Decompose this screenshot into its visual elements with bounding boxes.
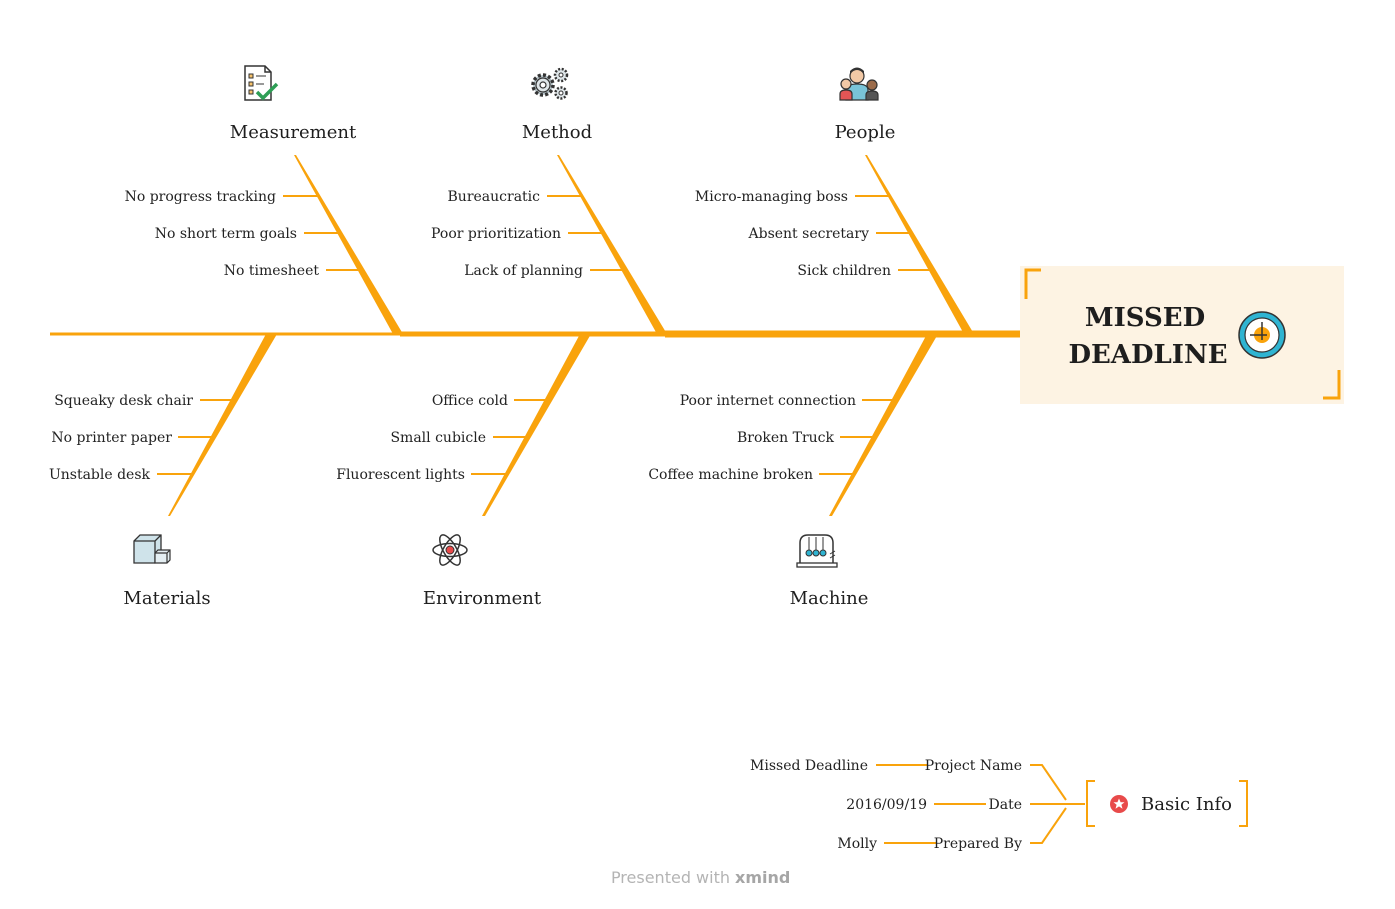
- info-value-prepared-by[interactable]: Molly: [837, 836, 877, 852]
- category-label-materials[interactable]: Materials: [123, 588, 210, 609]
- problem-title-line2: DEADLINE: [1068, 340, 1227, 370]
- info-key-project-name[interactable]: Project Name: [925, 758, 1022, 774]
- bone-environment[interactable]: [471, 334, 591, 516]
- category-label-measurement[interactable]: Measurement: [230, 122, 357, 143]
- cause-label[interactable]: Fluorescent lights: [336, 467, 465, 483]
- clock-icon: [1238, 311, 1286, 359]
- bone-materials[interactable]: [157, 334, 277, 516]
- info-value-project-name[interactable]: Missed Deadline: [750, 758, 868, 774]
- bone-measurement[interactable]: [283, 155, 403, 334]
- category-label-people[interactable]: People: [835, 122, 896, 143]
- cause-label[interactable]: No progress tracking: [125, 189, 276, 205]
- footer-credit: Presented with xmind: [611, 868, 790, 887]
- cause-label[interactable]: Lack of planning: [464, 263, 583, 279]
- checklist-icon: [244, 65, 279, 101]
- boxes-icon: [133, 534, 171, 564]
- info-value-date[interactable]: 2016/09/19: [846, 797, 927, 813]
- basic-info-connectors: [876, 764, 1085, 844]
- cause-label[interactable]: No timesheet: [224, 263, 320, 279]
- bone-machine[interactable]: [819, 334, 938, 516]
- footer-prefix: Presented with: [611, 868, 730, 887]
- bone-people[interactable]: [855, 155, 974, 334]
- cause-label[interactable]: Broken Truck: [737, 430, 835, 446]
- star-badge-icon: [1110, 795, 1128, 813]
- problem-title-line1: MISSED: [1085, 303, 1205, 333]
- basic-info-title: Basic Info: [1141, 794, 1232, 815]
- cause-label[interactable]: Coffee machine broken: [648, 467, 813, 483]
- basic-info[interactable]: Basic Info Project Name Missed Deadline …: [750, 758, 1248, 852]
- category-label-environment[interactable]: Environment: [423, 588, 542, 609]
- basic-info-bracket-left: [1086, 780, 1095, 827]
- cause-label[interactable]: No short term goals: [155, 226, 297, 242]
- cause-label[interactable]: Absent secretary: [748, 226, 870, 242]
- bone-method[interactable]: [547, 155, 667, 334]
- category-label-machine[interactable]: Machine: [790, 588, 869, 609]
- cause-label[interactable]: Poor internet connection: [680, 393, 856, 409]
- cause-label[interactable]: Poor prioritization: [431, 226, 561, 242]
- people-icon: [839, 67, 879, 101]
- cause-label[interactable]: Bureaucratic: [448, 189, 541, 205]
- info-key-prepared-by[interactable]: Prepared By: [934, 836, 1022, 852]
- footer-brand: xmind: [735, 868, 790, 887]
- cause-label[interactable]: Small cubicle: [390, 430, 486, 446]
- category-label-method[interactable]: Method: [522, 122, 592, 143]
- cause-label[interactable]: Micro-managing boss: [695, 189, 848, 205]
- problem-head[interactable]: MISSED DEADLINE: [1020, 266, 1344, 404]
- gears-icon: [531, 67, 569, 100]
- newtons-cradle-icon: [796, 534, 838, 568]
- cause-label[interactable]: Office cold: [432, 393, 508, 409]
- info-key-date[interactable]: Date: [989, 797, 1022, 813]
- cause-label[interactable]: Unstable desk: [49, 467, 151, 483]
- cause-label[interactable]: Sick children: [797, 263, 891, 279]
- cause-label[interactable]: Squeaky desk chair: [54, 393, 193, 409]
- atom-icon: [432, 534, 468, 566]
- cause-label[interactable]: No printer paper: [51, 430, 172, 446]
- basic-info-bracket-right: [1239, 780, 1248, 827]
